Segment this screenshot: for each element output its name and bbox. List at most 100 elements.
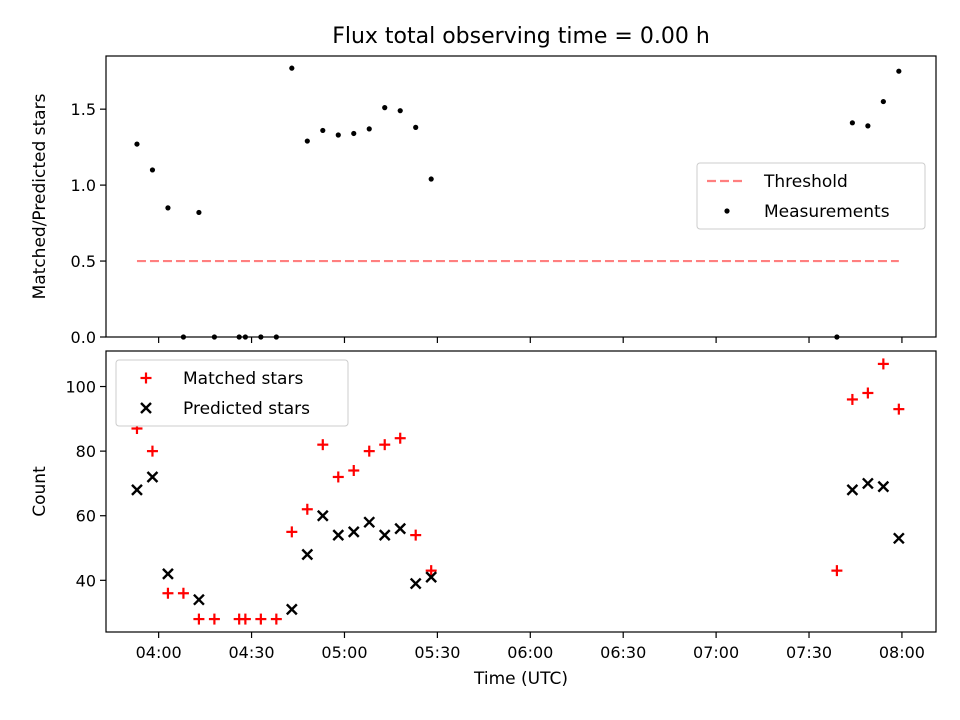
matched-star-point — [846, 393, 858, 405]
predicted-star-point-b — [301, 548, 314, 561]
measurement-point — [351, 130, 357, 137]
predicted-star-point — [301, 548, 314, 561]
matched-star-point — [270, 613, 282, 625]
legend-label: Matched stars — [183, 369, 303, 389]
predicted-star-point — [332, 529, 345, 541]
predicted-star-point-b — [332, 529, 345, 541]
predicted-star-point-b — [877, 480, 890, 493]
measurement-point — [880, 98, 886, 105]
predicted-star-point-b — [285, 603, 298, 616]
matched-star-point — [893, 403, 905, 415]
predicted-star-point — [892, 532, 905, 545]
x-tick-label: 07:00 — [693, 643, 739, 662]
matched-star-point — [332, 471, 344, 483]
bottom-panel: 40 60 80 100 04:00 04:30 05:00 05:30 06:00 06:30 0… — [30, 350, 937, 689]
matched-star-point — [410, 529, 422, 541]
measurement-point — [304, 138, 310, 144]
measurement-point — [149, 167, 156, 173]
x-tick-label: 08:00 — [879, 643, 925, 662]
predicted-star-point-b — [425, 571, 438, 583]
predicted-star-point-b — [363, 516, 376, 529]
y-tick-label: 80 — [76, 442, 96, 461]
matched-star-point — [831, 565, 843, 577]
matched-star-point — [208, 613, 220, 625]
matched-star-point — [425, 565, 437, 577]
legend-matched-swatch — [140, 372, 152, 384]
measurement-point — [134, 141, 140, 147]
x-axis-label: Time (UTC) — [473, 669, 568, 689]
matched-star-point — [255, 613, 267, 625]
legend: Threshold Measurements — [696, 162, 926, 230]
y-tick-label: 0.5 — [71, 252, 96, 271]
x-tick-label: 05:30 — [414, 643, 460, 662]
measurement-point — [165, 205, 171, 211]
predicted-star-point-b — [347, 526, 360, 538]
legend-box — [115, 359, 349, 427]
predicted-star-point-b — [193, 593, 205, 606]
matched-star-point — [193, 613, 205, 625]
y-axis-label: Matched/Predicted stars — [30, 93, 50, 299]
legend-label: Threshold — [763, 172, 848, 192]
measurement-point — [865, 123, 871, 129]
predicted-star-point-b — [409, 577, 422, 590]
matched-star-point — [239, 613, 251, 625]
measurement-point — [397, 108, 403, 114]
plot-frame — [105, 350, 937, 633]
legend-label: Measurements — [764, 202, 890, 222]
y-tick-label: 100 — [65, 378, 96, 397]
predicted-star-point — [409, 577, 422, 590]
matched-star-point — [162, 587, 174, 599]
matched-star-point — [363, 445, 375, 457]
predicted-star-point — [347, 526, 360, 538]
y-tick-label: 60 — [76, 507, 96, 526]
measurement-point — [320, 127, 326, 134]
x-tick-label: 07:30 — [786, 643, 832, 662]
predicted-star-point — [363, 516, 376, 529]
predicted-star-point-b — [162, 568, 174, 580]
matched-star-point — [146, 445, 158, 457]
predicted-star-point-b — [146, 471, 159, 483]
legend-predicted-swatch — [140, 402, 152, 414]
matched-star-point — [286, 526, 298, 538]
x-tick-label: 06:00 — [507, 643, 553, 662]
top-panel: 0.0 0.5 1.0 1.5 Matched/Predicted stars Thres… — [30, 55, 937, 347]
predicted-star-point — [378, 529, 391, 541]
predicted-star-point — [162, 568, 174, 580]
matched-star-point — [379, 439, 391, 451]
measurement-point — [428, 176, 434, 182]
measurement-point — [896, 68, 902, 74]
x-tick-label: 05:00 — [321, 643, 367, 662]
legend-predicted-swatch-b — [140, 402, 152, 414]
matched-star-point — [862, 387, 874, 399]
legend-box — [696, 162, 926, 230]
predicted-star-point — [146, 471, 159, 483]
predicted-star-point — [316, 509, 329, 522]
legend-label: Predicted stars — [183, 399, 310, 419]
chart-title: Flux total observing time = 0.00 h — [332, 24, 710, 49]
matched-star-point — [877, 358, 889, 370]
matched-star-point — [317, 439, 329, 451]
x-tick-label: 04:00 — [136, 643, 182, 662]
predicted-star-point — [862, 477, 874, 490]
predicted-star-point — [394, 522, 407, 535]
predicted-star-point-b — [394, 522, 407, 535]
matched-star-point — [301, 503, 313, 515]
y-tick-label: 1.0 — [71, 176, 96, 195]
matched-star-point — [348, 465, 360, 477]
predicted-star-point — [285, 603, 298, 616]
plot-frame — [105, 55, 937, 338]
y-tick-label: 40 — [76, 571, 96, 590]
predicted-star-point — [131, 484, 143, 496]
legend-measurements-swatch — [724, 208, 730, 214]
matched-star-point — [394, 432, 406, 444]
y-tick-label: 0.0 — [71, 328, 96, 347]
predicted-star-point-b — [846, 484, 859, 496]
predicted-star-point — [193, 593, 205, 606]
legend: Matched stars Predicted stars — [115, 359, 349, 427]
x-tick-label: 04:30 — [229, 643, 275, 662]
y-tick-label: 1.5 — [71, 100, 96, 119]
predicted-star-point-b — [862, 477, 874, 490]
predicted-star-point-b — [892, 532, 905, 545]
